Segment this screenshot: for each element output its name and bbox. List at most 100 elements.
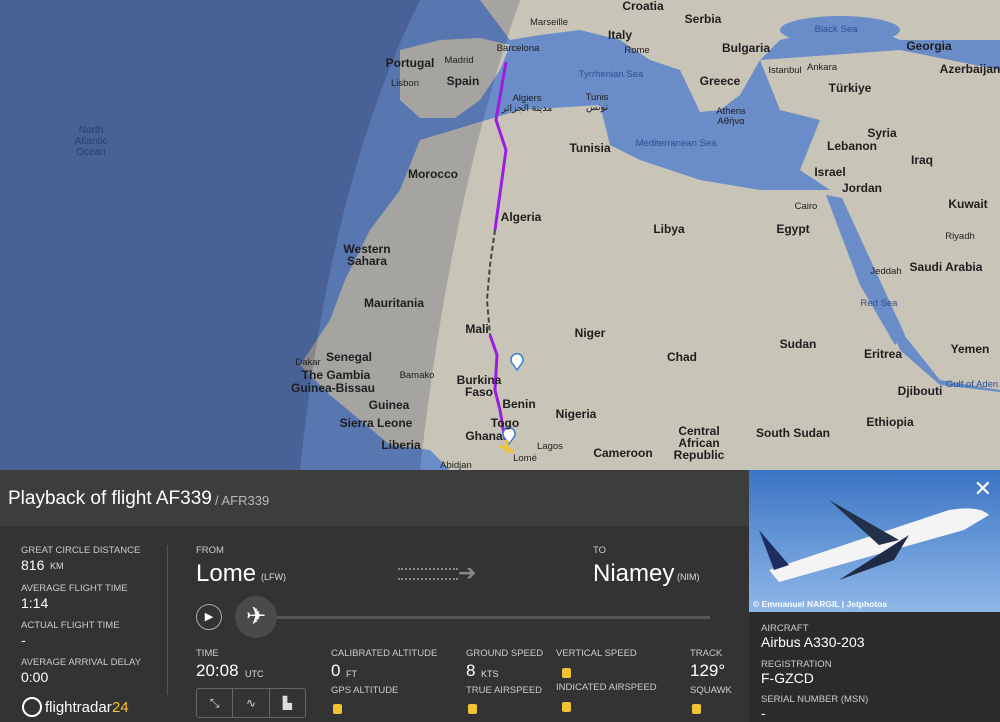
route-arrow-head: ➔: [458, 560, 477, 585]
view-buttons[interactable]: ⤡ ∿ ▙: [196, 688, 306, 718]
actual-time-label: ACTUAL FLIGHT TIME: [21, 620, 120, 631]
map-label: African: [678, 436, 719, 450]
play-button[interactable]: ▶: [196, 604, 222, 630]
avg-time: 1:14: [21, 595, 49, 611]
photo-credit: © Emmanuel NARGIL | Jetphotos: [753, 599, 888, 609]
serial: -: [761, 705, 766, 721]
map-label: Lebanon: [827, 139, 877, 153]
map-label: Black Sea: [815, 24, 858, 35]
map-label: Abidjan: [440, 460, 472, 470]
map-label: Αθήνα: [717, 116, 745, 127]
map-label: Sudan: [780, 337, 817, 351]
time-unit: UTC: [245, 669, 264, 679]
map-label: The Gambia: [302, 368, 371, 382]
from-label: FROM: [196, 545, 224, 556]
title: Playback of flight AF339: [8, 488, 212, 509]
delay: 0:00: [21, 669, 49, 685]
map-label: Guinea: [369, 398, 410, 412]
map-label: Nigeria: [556, 407, 597, 421]
map-label: Eritrea: [864, 347, 902, 361]
map-label: Italy: [608, 28, 632, 42]
map-label: Lisbon: [391, 78, 419, 89]
lock-icon: [562, 702, 571, 712]
ground-speed-unit: KTS: [481, 669, 499, 679]
cal-alt-unit: FT: [346, 669, 357, 679]
map-label: Niger: [575, 326, 606, 340]
map-label: Ghana: [465, 429, 503, 443]
route-arrow: [398, 568, 458, 580]
photo[interactable]: © Emmanuel NARGIL | Jetphotos ✕: [749, 470, 1000, 612]
to: Niamey: [593, 560, 675, 587]
map-label: Mauritania: [364, 296, 424, 310]
divider: [167, 545, 168, 695]
map-label: Istanbul: [768, 65, 801, 76]
map-label: Tyrrhenian Sea: [579, 69, 644, 80]
lock-icon: [468, 704, 477, 714]
header: Playback of flight AF339 / AFR339: [0, 470, 749, 526]
map-label: مدينة الجزائر: [501, 103, 553, 114]
map-label: Algeria: [501, 210, 542, 224]
timeline[interactable]: [265, 616, 710, 619]
avg-time-label: AVERAGE FLIGHT TIME: [21, 583, 128, 594]
delay-label: AVERAGE ARRIVAL DELAY: [21, 657, 142, 668]
map-label: Spain: [447, 74, 480, 88]
track: 129°: [690, 661, 726, 680]
map-label: Marseille: [530, 17, 568, 28]
map-label: Croatia: [622, 0, 664, 13]
map-label: Senegal: [326, 350, 372, 364]
map-label: Syria: [867, 126, 897, 140]
map-label: Chad: [667, 350, 697, 364]
map-label: Lomé: [513, 453, 537, 464]
map-label: Benin: [502, 397, 535, 411]
distance: 816: [21, 557, 45, 573]
map-label: Tunisia: [569, 141, 610, 155]
callsign: / AFR339: [215, 493, 270, 508]
map-label: Kuwait: [948, 197, 987, 211]
map-label: Djibouti: [898, 384, 943, 398]
gps-alt-label: GPS ALTITUDE: [331, 685, 399, 696]
map-label: Azerbaijan: [940, 62, 1000, 76]
map-label: Tunis: [586, 92, 609, 103]
map-label: Western: [343, 242, 390, 256]
map-label: Liberia: [381, 438, 421, 452]
logo: flightradar: [45, 699, 112, 716]
map-label: Libya: [653, 222, 685, 236]
map-label: Athens: [716, 106, 746, 117]
from-code: (LFW): [261, 572, 286, 582]
map-label: Faso: [465, 385, 493, 399]
map-label: Lagos: [537, 441, 563, 452]
actual-time: -: [21, 632, 26, 648]
map-label: Yemen: [951, 342, 990, 356]
registration: F-GZCD: [761, 670, 814, 686]
map-label: Sahara: [347, 254, 387, 268]
map-label: Egypt: [776, 222, 809, 236]
map-label: Red Sea: [861, 298, 899, 309]
map-label: Portugal: [386, 56, 435, 70]
map-label: Bulgaria: [722, 41, 770, 55]
map[interactable]: Croatia Serbia Marseille Italy Barcelona Bulg…: [0, 0, 1000, 470]
serial-label: SERIAL NUMBER (MSN): [761, 694, 869, 705]
lock-icon: [692, 704, 701, 714]
map-label: Sierra Leone: [340, 416, 413, 430]
vertical-speed-label: VERTICAL SPEED: [556, 648, 637, 659]
map-label: Central: [678, 424, 719, 438]
plane-slider[interactable]: ✈: [235, 596, 277, 638]
lock-icon: [562, 668, 571, 678]
time: 20:08: [196, 661, 239, 680]
to-label: TO: [593, 545, 607, 556]
cal-alt-label: CALIBRATED ALTITUDE: [331, 648, 438, 659]
map-label: Ethiopia: [866, 415, 914, 429]
map-label: Riyadh: [945, 231, 975, 242]
map-label: Bamako: [400, 370, 435, 381]
map-label: Cameroon: [593, 446, 652, 460]
map-label: Algiers: [512, 93, 541, 104]
aircraft-info: [749, 612, 1000, 722]
close-button[interactable]: ✕: [973, 476, 992, 501]
map-label: Burkina: [457, 373, 502, 387]
plane-photo: [759, 500, 989, 582]
map-label: Dakar: [295, 357, 320, 368]
map-label: Jeddah: [870, 266, 901, 277]
map-label: Mali: [465, 322, 488, 336]
map-label: Türkiye: [829, 81, 872, 95]
map-label: Gulf of Aden: [946, 379, 998, 390]
